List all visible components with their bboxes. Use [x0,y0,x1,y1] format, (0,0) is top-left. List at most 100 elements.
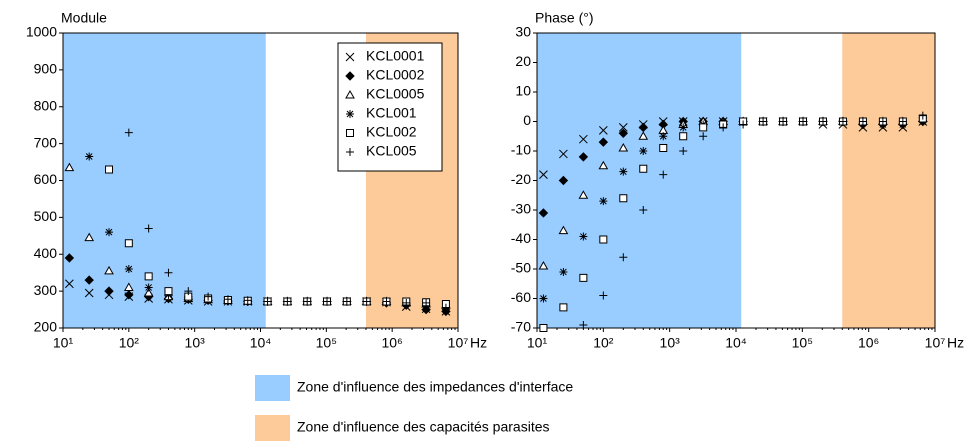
marker [679,132,688,141]
marker [838,117,847,126]
marker [303,297,312,306]
marker [84,275,94,285]
marker [719,123,728,132]
x-tick-label: 10⁶ [381,335,402,351]
marker [618,123,628,132]
marker [539,170,548,179]
marker [579,232,588,241]
x-tick-label: 10⁵ [792,335,813,351]
y-tick-label: 10 [515,83,531,99]
marker [539,324,548,332]
zone-legend-label: Zone d'influence des impedances d'interf… [297,379,573,395]
marker [441,303,450,312]
marker [699,123,708,132]
marker [184,287,193,296]
marker [639,164,648,173]
marker [618,143,629,152]
marker [143,287,154,297]
marker [918,111,927,120]
marker [105,165,114,174]
marker [598,125,608,135]
marker [578,190,589,199]
y-tick-label: 800 [34,97,58,113]
legend-label: KCL002 [366,124,417,140]
x-tick-label: 10⁶ [858,335,879,351]
y-tick-label: 700 [34,134,58,150]
y-tick-label: 300 [34,282,58,298]
zone-legend-label: Zone d'influence des capacités parasites [297,419,550,435]
marker [124,290,134,300]
marker [144,283,153,292]
zone-legend-swatch [255,415,290,441]
marker [639,206,648,214]
y-tick-label: -60 [511,289,531,305]
marker [699,132,708,141]
x-axis-label: Hz [947,335,964,351]
marker [579,321,588,330]
x-tick-label: 10³ [660,335,681,351]
marker [578,152,589,162]
marker [539,294,548,303]
marker [659,170,668,179]
series [124,128,450,312]
marker [599,291,608,300]
marker [283,297,292,306]
x-tick-label: 10² [119,335,140,351]
series [579,111,927,330]
marker [559,267,568,276]
zone-legend-swatch [255,375,290,401]
marker [123,282,134,291]
zone [63,33,266,328]
x-tick-label: 10² [593,335,614,351]
x-tick-label: 10¹ [53,335,74,351]
chart-title: Module [61,10,107,26]
y-tick-label: 30 [515,24,531,40]
y-tick-label: 400 [34,245,58,261]
marker [639,147,648,155]
marker [659,144,668,153]
x-tick-label: 10⁷ [925,335,946,351]
marker [599,235,608,244]
marker [263,297,272,306]
chart-title: Phase (°) [535,10,594,26]
y-tick-label: -40 [511,230,531,246]
zone [842,33,935,328]
marker [84,288,94,298]
marker [638,131,649,140]
marker [598,160,609,170]
marker [579,134,588,144]
marker [84,232,95,242]
marker [124,128,133,137]
marker [858,117,867,126]
marker [422,298,431,307]
marker [878,117,887,126]
y-tick-label: 20 [515,53,531,69]
marker [124,265,133,273]
y-tick-label: -30 [511,201,531,217]
y-tick-label: -20 [511,171,531,187]
marker [818,117,827,126]
marker [538,261,549,270]
y-tick-label: 0 [523,112,531,128]
zone [537,33,742,328]
marker [382,297,391,306]
marker [105,228,114,237]
marker [164,287,173,296]
y-tick-label: -70 [511,319,531,335]
y-tick-label: -50 [511,260,531,276]
marker [659,132,668,141]
marker [679,123,688,132]
marker [779,117,788,126]
legend-label: KCL0002 [366,67,425,83]
x-tick-label: 10⁷ [448,335,469,351]
marker [144,224,153,233]
marker [739,120,748,129]
marker [618,128,629,139]
x-tick-label: 10³ [185,335,206,351]
marker [323,297,332,306]
legend-label: KCL005 [366,143,417,159]
marker [345,89,355,99]
marker [619,167,628,176]
